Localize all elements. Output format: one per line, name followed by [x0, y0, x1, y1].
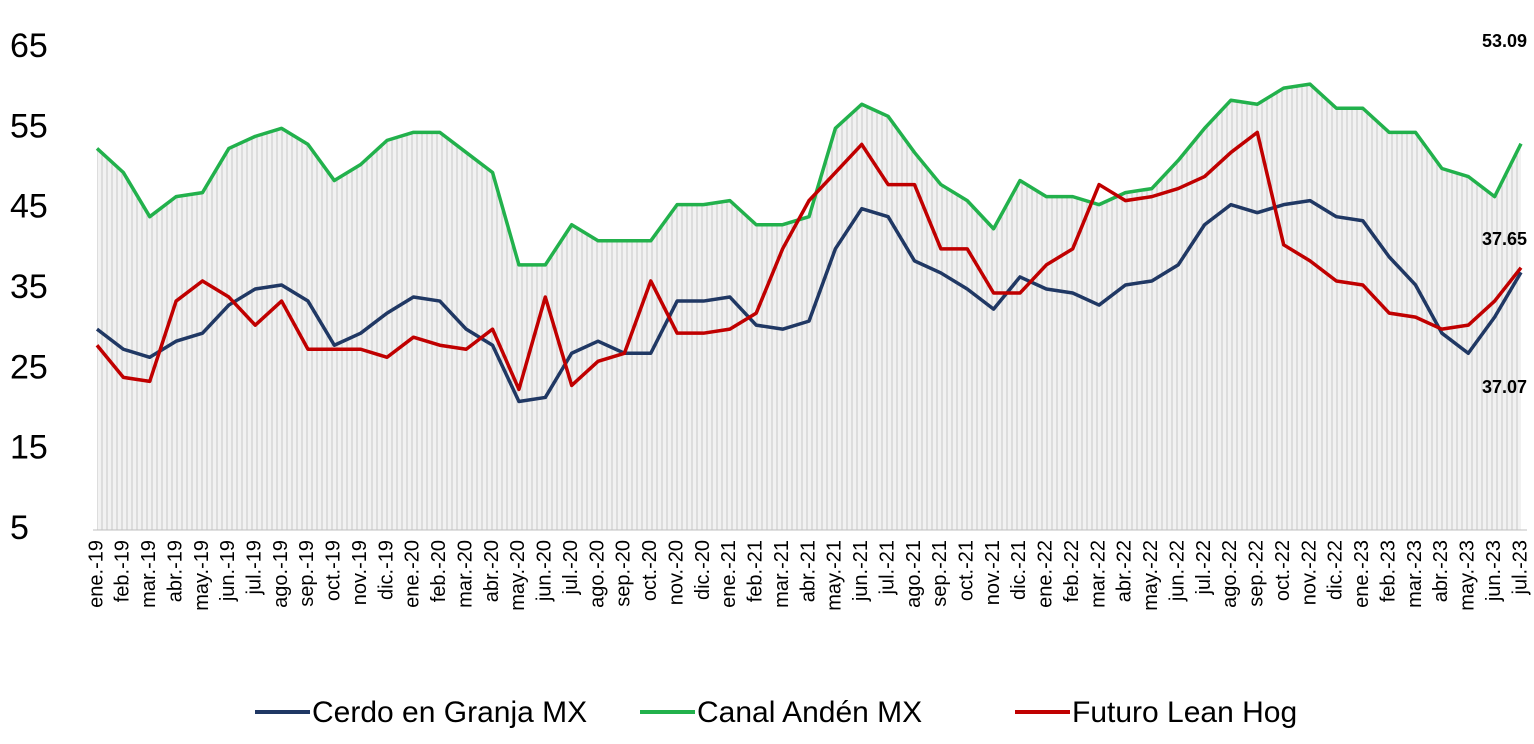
area	[97, 84, 1521, 531]
x-tick-label: mar.-20	[454, 540, 476, 608]
x-tick-label: jul.-20	[560, 540, 582, 595]
y-tick-label: 5	[10, 509, 29, 547]
x-tick-label: jul.-21	[876, 540, 898, 595]
x-tick-label: jun.-22	[1166, 540, 1188, 602]
y-tick-label: 35	[10, 268, 48, 306]
x-tick-label: oct.-21	[956, 540, 978, 601]
x-tick-label: jun.-20	[534, 540, 556, 602]
x-tick-label: sep.-19	[296, 540, 318, 607]
line-series	[95, 130, 1523, 392]
x-tick-label: ago.-22	[1219, 540, 1241, 608]
x-tick-label: mar.-23	[1404, 540, 1426, 608]
x-tick-label: oct.-19	[323, 540, 345, 601]
x-tick-label: may.-19	[191, 540, 213, 611]
x-tick-label: nov.-20	[665, 540, 687, 605]
x-tick-label: jul.-22	[1193, 540, 1215, 595]
annotation: 53.09	[1482, 31, 1527, 51]
y-tick-label: 65	[10, 27, 48, 65]
x-tick-label: abr.-22	[1114, 540, 1136, 602]
x-tick-label: abr.-20	[481, 540, 503, 602]
x-tick-label: ene.-20	[402, 540, 424, 608]
x-tick-label: nov.-19	[349, 540, 371, 605]
x-tick-label: nov.-21	[982, 540, 1004, 605]
legend-label: Canal Andén MX	[697, 696, 922, 729]
x-tick-label: sep.-20	[613, 540, 635, 607]
x-tick-label: dic.-20	[692, 540, 714, 600]
y-tick-label: 45	[10, 188, 48, 226]
x-tick-label: oct.-22	[1272, 540, 1294, 601]
x-tick-label: dic.-22	[1325, 540, 1347, 600]
x-tick-label: jun.-23	[1483, 540, 1505, 602]
annotation: 37.65	[1482, 229, 1527, 249]
x-tick-label: ago.-21	[903, 540, 925, 608]
x-tick-label: mar.-19	[138, 540, 160, 608]
y-tick-label: 25	[10, 348, 48, 386]
x-tick-label: ago.-20	[586, 540, 608, 608]
y-tick-label: 55	[10, 107, 48, 145]
x-tick-label: feb.-22	[1061, 540, 1083, 602]
x-tick-label: may.-21	[824, 540, 846, 611]
x-tick-label: ene.-22	[1035, 540, 1057, 608]
x-tick-label: mar.-22	[1087, 540, 1109, 608]
x-tick-label: ene.-19	[85, 540, 107, 608]
x-tick-label: jul.-19	[244, 540, 266, 595]
x-tick-label: feb.-19	[112, 540, 134, 602]
x-tick-label: abr.-21	[797, 540, 819, 602]
x-tick-label: dic.-19	[375, 540, 397, 600]
x-tick-label: jul.-23	[1509, 540, 1531, 595]
x-tick-label: jun.-19	[217, 540, 239, 602]
x-tick-label: may.-22	[1140, 540, 1162, 611]
x-tick-label: abr.-19	[164, 540, 186, 602]
x-tick-label: oct.-20	[639, 540, 661, 601]
legend-label: Futuro Lean Hog	[1072, 696, 1297, 729]
x-tick-label: feb.-21	[745, 540, 767, 602]
x-tick-label: may.-23	[1457, 540, 1479, 611]
x-tick-label: ene.-23	[1351, 540, 1373, 608]
x-tick-label: ene.-21	[718, 540, 740, 608]
x-tick-label: sep.-22	[1246, 540, 1268, 607]
x-tick-label: jun.-21	[850, 540, 872, 602]
line-series	[95, 198, 1523, 404]
x-tick-label: sep.-21	[929, 540, 951, 607]
y-tick-label: 15	[10, 429, 48, 467]
x-tick-label: feb.-20	[428, 540, 450, 602]
x-tick-label: feb.-23	[1377, 540, 1399, 602]
legend-label: Cerdo en Granja MX	[312, 696, 587, 729]
x-tick-label: abr.-23	[1430, 540, 1452, 602]
x-tick-label: dic.-21	[1008, 540, 1030, 600]
x-tick-label: may.-20	[507, 540, 529, 611]
annotation: 37.07	[1482, 377, 1527, 397]
x-tick-label: mar.-21	[771, 540, 793, 608]
line-series	[95, 82, 1523, 267]
x-tick-label: ago.-19	[270, 540, 292, 608]
x-tick-label: nov.-22	[1298, 540, 1320, 605]
